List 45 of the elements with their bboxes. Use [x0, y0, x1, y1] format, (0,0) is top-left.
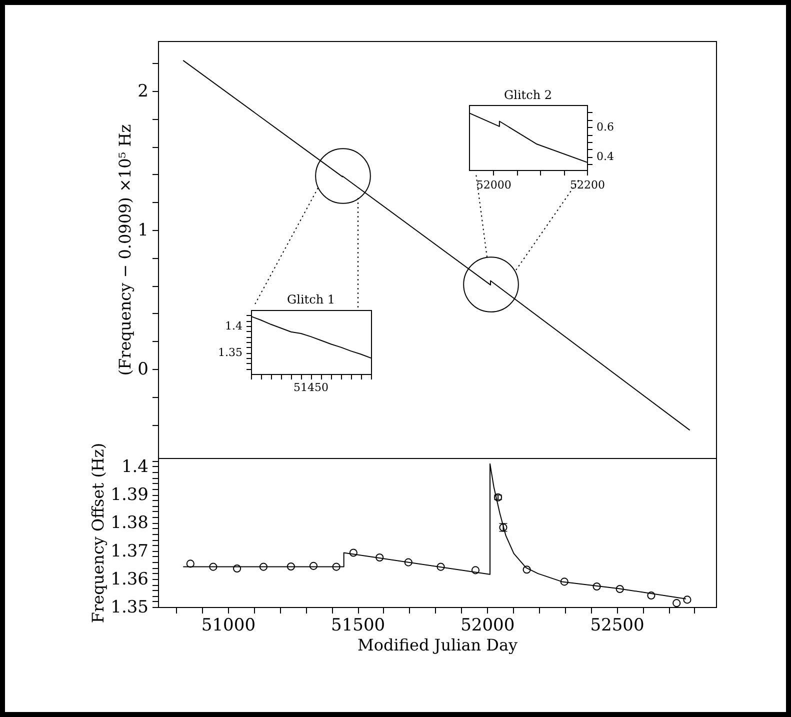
point [560, 578, 568, 586]
point [332, 562, 340, 571]
point [286, 562, 295, 571]
point [233, 564, 242, 573]
y-tick-label: 1.37 [110, 541, 148, 562]
point [672, 599, 681, 607]
point [436, 562, 445, 571]
x-tick-label: 52000 [476, 178, 512, 192]
point [349, 548, 358, 557]
y-tick-label: 2 [138, 82, 148, 102]
y-tick-label: 0.6 [596, 120, 614, 134]
point [209, 562, 218, 571]
point [616, 584, 624, 594]
y-tick-label: 1.35 [218, 346, 242, 360]
x-tick-label: 52500 [590, 616, 644, 636]
y-tick-label: 1.4 [225, 320, 242, 332]
point [376, 553, 384, 562]
y-axis-title: Frequency Offset (Hz) [88, 442, 108, 624]
x-tick-label: 51500 [331, 616, 386, 636]
y-tick-label: 1 [138, 220, 148, 241]
point [522, 566, 531, 574]
chart-title: Glitch 1 [287, 292, 335, 306]
point [186, 560, 194, 568]
x-tick-label: 51000 [201, 616, 256, 636]
y-tick-label: 1.38 [110, 513, 148, 534]
x-tick-label: 52200 [570, 178, 605, 192]
annotation: 51450 [294, 381, 328, 394]
chart-title: Glitch 2 [504, 88, 552, 102]
y-tick-label: 1.36 [110, 569, 148, 590]
y-tick-label: 1.4 [121, 456, 148, 477]
y-tick-label: 0.4 [596, 150, 614, 164]
y-tick-label: 0 [138, 360, 148, 380]
point [404, 558, 412, 566]
y-axis-title: (Frequency − 0.0909) ×10⁵ Hz [116, 124, 135, 376]
point [647, 591, 656, 600]
point [683, 596, 692, 604]
point [259, 562, 268, 571]
point [471, 566, 480, 574]
point [309, 562, 318, 570]
x-axis-title: Modified Julian Day [357, 636, 518, 654]
point [592, 582, 601, 591]
x-tick-label: 52000 [460, 616, 515, 636]
y-tick-label: 1.35 [110, 598, 148, 618]
y-tick-label: 1.39 [110, 485, 148, 506]
line-series [182, 60, 690, 431]
